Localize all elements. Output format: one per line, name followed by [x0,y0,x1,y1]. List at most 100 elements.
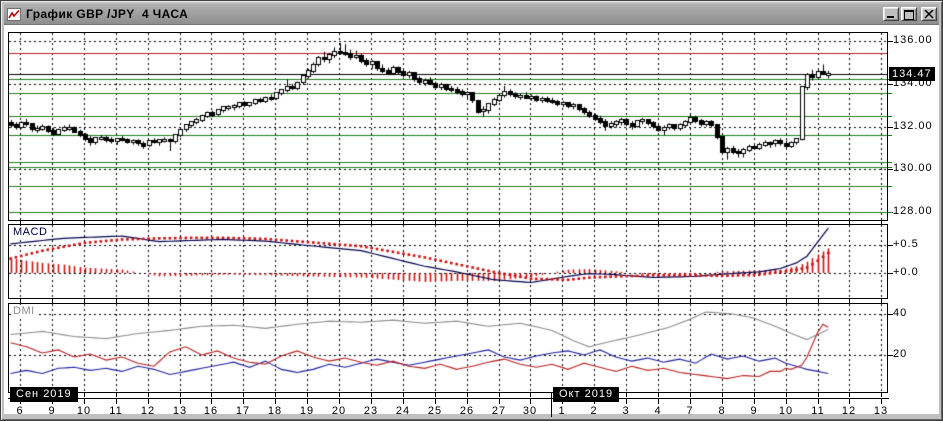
price-panel [8,32,888,221]
panel-grid-tick [467,393,468,397]
panel-grid-tick [403,220,404,224]
panel-grid-tick [403,299,404,303]
panel-grid-tick [307,393,308,397]
panel-grid-tick [148,393,149,397]
minimize-button[interactable] [883,7,899,21]
x-axis-label: 2 [590,405,598,417]
panel-grid-tick [180,393,181,397]
panel-grid-tick [594,299,595,303]
x-axis-tick [786,398,787,404]
panel-grid-tick [435,299,436,303]
dmi-label: DMI [12,305,36,317]
panel-grid-tick [52,299,53,303]
panel-grid-tick [754,393,755,397]
panel-grid-tick [626,220,627,224]
panel-grid-tick [211,299,212,303]
green-level-tick [888,135,892,136]
panel-grid-tick [148,220,149,224]
panel-grid-tick [849,299,850,303]
panel-grid-tick [499,220,500,224]
panel-grid-tick [435,393,436,397]
panel-grid-tick [339,220,340,224]
x-axis-tick [626,398,627,404]
panel-grid-tick [690,220,691,224]
x-axis-tick [690,398,691,404]
panel-grid-tick [658,299,659,303]
title-bar[interactable]: График GBP /JPY 4 ЧАСА [4,4,939,24]
macd-axis-label: +0.5 [893,238,919,250]
panel-grid-tick [818,220,819,224]
dmi-panel: DMI [8,303,888,393]
x-axis-label: 6 [16,405,24,417]
panel-grid-tick [275,299,276,303]
panel-grid-tick [722,393,723,397]
y-axis-label: 136.00 [893,34,933,46]
x-axis-label: 18 [267,405,283,417]
x-axis-label: 13 [873,405,889,417]
panel-grid-tick [435,220,436,224]
x-axis-label: 24 [395,405,411,417]
maximize-icon [904,10,914,20]
panel-grid-tick [403,393,404,397]
panel-grid-tick [722,299,723,303]
x-axis-tick [275,398,276,404]
macd-axis-tick [887,273,893,274]
x-axis-tick [148,398,149,404]
panel-grid-tick [371,299,372,303]
month-separator [551,393,552,417]
y-axis-tick [887,84,893,85]
panel-grid-tick [84,393,85,397]
panel-grid-tick [881,220,882,224]
panel-grid-tick [658,393,659,397]
panel-grid-tick [881,393,882,397]
x-axis-tick [339,398,340,404]
x-axis-tick [530,398,531,404]
macd-axis-tick [887,245,893,246]
x-axis-label: 11 [109,405,123,417]
maximize-button[interactable] [901,7,917,21]
macd-chart-canvas[interactable] [9,225,887,298]
panel-grid-tick [818,299,819,303]
panel-grid-tick [594,220,595,224]
panel-grid-tick [180,220,181,224]
panel-grid-tick [211,393,212,397]
panel-grid-tick [530,220,531,224]
dmi-axis-tick [887,314,893,315]
panel-grid-tick [849,393,850,397]
panel-grid-tick [690,299,691,303]
panel-grid-tick [626,299,627,303]
panel-grid-tick [499,299,500,303]
x-axis-label: 11 [811,405,825,417]
panel-grid-tick [180,299,181,303]
x-axis-tick [211,398,212,404]
panel-grid-tick [243,393,244,397]
x-axis-tick [658,398,659,404]
green-level-tick [888,212,892,213]
panel-grid-tick [116,220,117,224]
x-axis-tick [499,398,500,404]
x-axis-label: 9 [750,405,758,417]
price-chart-canvas[interactable] [9,33,887,220]
panel-grid-tick [84,299,85,303]
panel-grid-tick [562,299,563,303]
panel-grid-tick [211,220,212,224]
panel-grid-tick [467,299,468,303]
panel-grid-tick [371,393,372,397]
chart-icon [6,7,22,21]
x-axis-tick [180,398,181,404]
x-axis-tick [849,398,850,404]
dmi-chart-canvas[interactable] [9,304,887,392]
close-button[interactable] [921,7,937,21]
macd-axis-label: +0.0 [893,266,919,278]
green-level-tick [888,93,892,94]
x-axis-tick [116,398,117,404]
window-controls [883,7,937,21]
panel-grid-tick [786,393,787,397]
x-axis-label: 3 [622,405,630,417]
x-axis-tick [84,398,85,404]
dmi-axis-label: 20 [893,348,908,360]
panel-grid-tick [754,299,755,303]
panel-grid-tick [467,220,468,224]
y-axis-label: 128.00 [893,205,933,217]
